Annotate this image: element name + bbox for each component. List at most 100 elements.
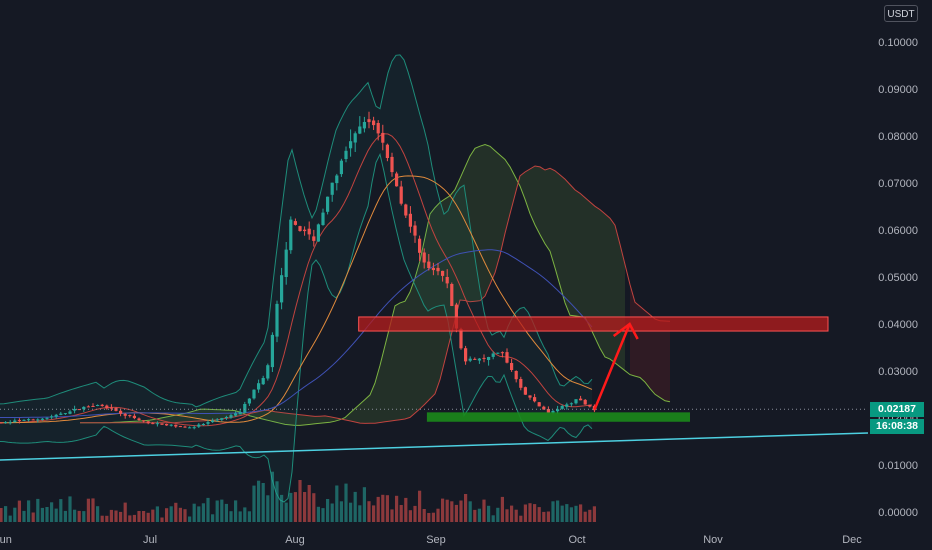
projection-arrow[interactable] <box>593 322 639 411</box>
candle <box>45 417 49 419</box>
volume-bar <box>431 512 435 522</box>
volume-bar <box>284 502 288 522</box>
volume-bar <box>247 511 251 522</box>
volume-bar <box>123 502 127 522</box>
volume-bar <box>528 503 532 522</box>
volume-bar <box>178 507 182 522</box>
candle <box>418 238 422 253</box>
candle <box>91 406 95 407</box>
candle <box>27 419 31 421</box>
volume-bar <box>77 510 81 522</box>
candle <box>0 422 3 424</box>
candle <box>413 225 417 236</box>
x-tick-label: Jul <box>143 534 157 546</box>
volume-bar <box>188 516 192 522</box>
volume-bar <box>86 498 90 522</box>
candle <box>4 422 8 423</box>
candle <box>307 228 311 235</box>
candle <box>17 420 21 422</box>
y-tick-label: 0.04000 <box>878 319 918 331</box>
candle <box>77 409 81 411</box>
volume-bar <box>206 497 210 522</box>
candle <box>546 409 550 413</box>
volume-bar <box>491 515 495 522</box>
volume-bar <box>385 495 389 522</box>
support-zone[interactable] <box>426 412 690 422</box>
candle <box>496 352 500 354</box>
candle <box>215 419 219 421</box>
volume-bar <box>220 499 224 522</box>
volume-bar <box>588 509 592 522</box>
candle <box>96 405 100 406</box>
volume-bar <box>592 506 596 522</box>
candle <box>390 156 394 173</box>
volume-bar <box>293 492 297 522</box>
y-tick-label: 0.08000 <box>878 131 918 143</box>
candle <box>206 422 210 424</box>
volume-bar <box>316 506 320 522</box>
volume-bar <box>353 491 357 522</box>
candle <box>326 196 330 212</box>
candle <box>68 411 72 414</box>
candle <box>137 418 141 420</box>
volume-bar <box>119 511 123 522</box>
candle <box>132 415 136 419</box>
candle <box>459 329 463 349</box>
candle <box>201 424 205 425</box>
candle <box>464 348 468 362</box>
volume-bar <box>312 493 316 522</box>
volume-bar <box>238 511 242 522</box>
volume-bar <box>519 515 523 522</box>
volume-bar <box>307 485 311 522</box>
candle <box>579 398 583 401</box>
volume-bar <box>82 511 86 522</box>
volume-bar <box>22 510 26 522</box>
candle <box>473 358 477 360</box>
candle <box>220 418 224 420</box>
candle <box>105 405 109 409</box>
volume-bar <box>523 504 527 522</box>
candle <box>229 415 233 418</box>
candle <box>280 275 284 303</box>
candle <box>445 277 449 284</box>
candle <box>367 119 371 123</box>
candle <box>31 419 35 421</box>
volume-bar <box>551 501 555 522</box>
volume-bar <box>399 505 403 522</box>
volume-bar <box>500 496 504 522</box>
candle <box>399 186 403 204</box>
candle <box>321 212 325 225</box>
span-b-line <box>80 165 671 424</box>
volume-bar <box>40 507 44 522</box>
volume-bar <box>252 485 256 522</box>
candles <box>0 111 596 430</box>
candle <box>583 399 587 405</box>
projection-arrow-head <box>612 322 639 340</box>
volume-bar <box>105 515 109 522</box>
volume-bar <box>358 505 362 522</box>
cloud-green-area <box>80 144 625 426</box>
volume-bar <box>45 507 49 522</box>
candle <box>59 413 63 415</box>
volume-bar <box>27 500 31 522</box>
volume-bar <box>542 511 546 522</box>
volume-bar <box>160 517 164 522</box>
price-axis[interactable]: 0.10000 0.09000 0.08000 0.07000 0.06000 0.050… <box>878 37 918 519</box>
moving-average-blue <box>0 249 593 418</box>
trendline[interactable] <box>0 432 869 461</box>
time-axis[interactable]: Jun Jul Aug Sep Oct Nov Dec <box>0 534 862 546</box>
candle <box>73 409 77 411</box>
candle <box>82 406 86 410</box>
resistance-zone[interactable] <box>358 316 829 332</box>
volume-bar <box>169 506 173 522</box>
candle <box>238 411 242 415</box>
volume-bar <box>468 501 472 522</box>
candle <box>500 352 504 354</box>
candle <box>335 175 339 184</box>
volume-bar <box>63 510 67 522</box>
volume-bar <box>243 507 247 522</box>
volume-bar <box>234 500 238 522</box>
volume-bar <box>326 499 330 522</box>
currency-badge[interactable]: USDT <box>884 5 918 22</box>
